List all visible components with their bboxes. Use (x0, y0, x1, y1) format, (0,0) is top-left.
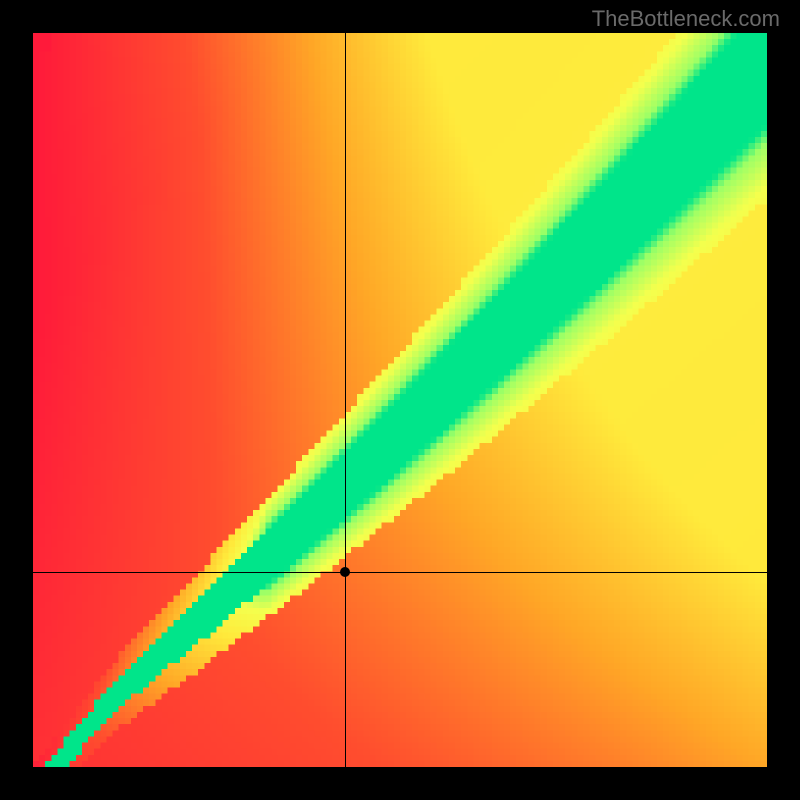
plot-area (33, 33, 767, 767)
heatmap-canvas (33, 33, 767, 767)
crosshair-horizontal (33, 572, 767, 573)
crosshair-vertical (345, 33, 346, 767)
marker-dot (340, 567, 350, 577)
watermark-label: TheBottleneck.com (592, 6, 780, 32)
chart-container: TheBottleneck.com (0, 0, 800, 800)
